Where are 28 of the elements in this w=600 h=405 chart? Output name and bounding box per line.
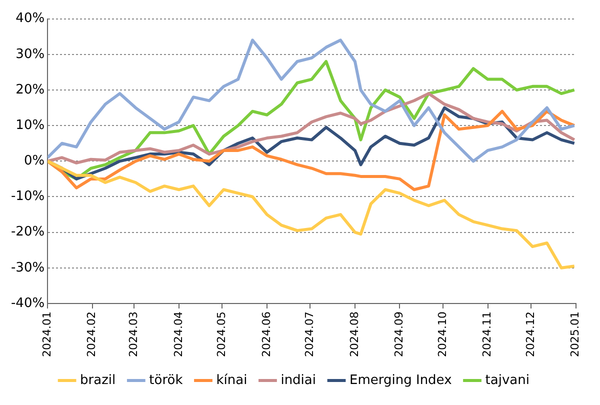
x-tick-label: 2024.09 bbox=[392, 312, 406, 358]
legend-label: török bbox=[149, 372, 184, 388]
y-tick-label: -10% bbox=[10, 189, 45, 204]
y-tick-label: 30% bbox=[16, 46, 45, 62]
legend-label: brazil bbox=[80, 372, 116, 388]
x-tick-label: 2024.07 bbox=[303, 312, 316, 358]
x-tick-label: 2024.12 bbox=[524, 312, 537, 358]
x-tick-label: 2024.03 bbox=[127, 312, 140, 358]
y-tick-label: 40% bbox=[16, 11, 45, 26]
y-tick-label: 10% bbox=[16, 118, 45, 133]
y-tick-label: 20% bbox=[16, 82, 45, 98]
x-tick-label: 2024.11 bbox=[480, 312, 494, 358]
x-tick-label: 2024.01 bbox=[40, 312, 54, 358]
legend-label: tajvani bbox=[485, 372, 530, 388]
legend-label: kínai bbox=[216, 372, 248, 388]
x-tick-label: 2025.01 bbox=[568, 312, 582, 358]
y-tick-label: -40% bbox=[10, 296, 45, 311]
x-tick-label: 2024.10 bbox=[436, 312, 449, 358]
y-tick-label: -30% bbox=[10, 260, 45, 276]
legend-label: Emerging Index bbox=[350, 372, 452, 388]
x-tick-label: 2024.04 bbox=[172, 312, 185, 358]
x-tick-label: 2024.02 bbox=[85, 312, 98, 358]
x-tick-label: 2024.06 bbox=[260, 312, 273, 358]
y-tick-label: 0% bbox=[24, 154, 45, 169]
y-tick-label: -20% bbox=[10, 224, 45, 240]
x-tick-label: 2024.08 bbox=[348, 312, 361, 358]
legend-label: indiai bbox=[280, 372, 316, 388]
x-tick-label: 2024.05 bbox=[215, 312, 228, 358]
